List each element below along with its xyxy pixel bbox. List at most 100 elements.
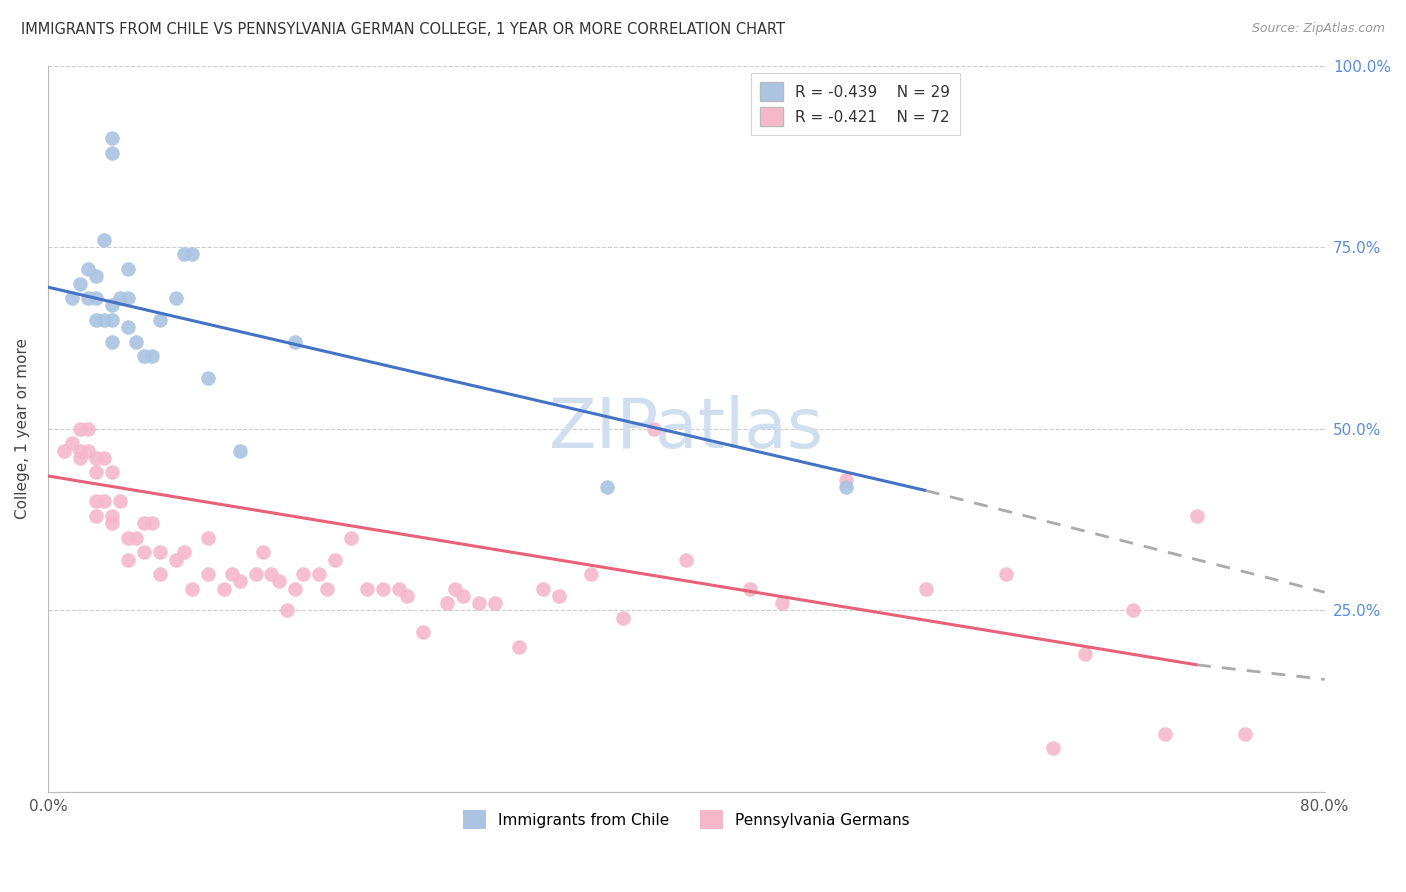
Point: [69, 422, 91, 436]
Point: [84, 269, 107, 284]
Point: [149, 545, 172, 559]
Y-axis label: College, 1 year or more: College, 1 year or more: [15, 338, 30, 519]
Point: [117, 291, 139, 305]
Point: [197, 567, 219, 582]
Point: [101, 298, 124, 312]
Point: [60, 291, 83, 305]
Point: [323, 552, 346, 566]
Point: [914, 582, 936, 596]
Point: [356, 582, 378, 596]
Point: [292, 567, 315, 582]
Point: [221, 567, 243, 582]
Point: [77, 291, 100, 305]
Point: [125, 334, 148, 349]
Point: [1154, 727, 1177, 741]
Point: [228, 443, 250, 458]
Point: [60, 436, 83, 450]
Point: [835, 473, 858, 487]
Point: [508, 640, 530, 654]
Point: [84, 508, 107, 523]
Point: [108, 291, 131, 305]
Point: [132, 516, 155, 531]
Point: [444, 582, 467, 596]
Point: [93, 494, 115, 508]
Point: [612, 610, 634, 624]
Point: [284, 334, 307, 349]
Point: [1122, 603, 1144, 617]
Point: [388, 582, 411, 596]
Point: [835, 480, 858, 494]
Point: [117, 262, 139, 277]
Point: [180, 247, 202, 261]
Point: [269, 574, 291, 589]
Point: [141, 349, 163, 363]
Point: [69, 443, 91, 458]
Point: [165, 291, 187, 305]
Point: [69, 277, 91, 291]
Point: [117, 531, 139, 545]
Point: [675, 552, 697, 566]
Point: [53, 443, 76, 458]
Point: [173, 247, 195, 261]
Point: [77, 422, 100, 436]
Point: [141, 516, 163, 531]
Point: [93, 450, 115, 465]
Text: IMMIGRANTS FROM CHILE VS PENNSYLVANIA GERMAN COLLEGE, 1 YEAR OR MORE CORRELATION: IMMIGRANTS FROM CHILE VS PENNSYLVANIA GE…: [21, 22, 785, 37]
Point: [84, 466, 107, 480]
Point: [1074, 647, 1097, 661]
Point: [245, 567, 267, 582]
Point: [396, 589, 419, 603]
Point: [643, 422, 665, 436]
Point: [77, 443, 100, 458]
Point: [197, 531, 219, 545]
Point: [149, 313, 172, 327]
Point: [228, 574, 250, 589]
Point: [595, 480, 617, 494]
Point: [117, 320, 139, 334]
Point: [412, 625, 434, 640]
Point: [165, 552, 187, 566]
Point: [284, 582, 307, 596]
Point: [180, 582, 202, 596]
Point: [531, 582, 554, 596]
Point: [212, 582, 235, 596]
Point: [484, 596, 506, 610]
Point: [77, 262, 100, 277]
Point: [1185, 508, 1208, 523]
Point: [69, 450, 91, 465]
Point: [101, 516, 124, 531]
Point: [84, 494, 107, 508]
Point: [101, 334, 124, 349]
Legend: Immigrants from Chile, Pennsylvania Germans: Immigrants from Chile, Pennsylvania Germ…: [457, 805, 915, 835]
Point: [1233, 727, 1256, 741]
Point: [84, 313, 107, 327]
Point: [316, 582, 339, 596]
Point: [276, 603, 298, 617]
Point: [451, 589, 474, 603]
Point: [117, 552, 139, 566]
Point: [547, 589, 569, 603]
Point: [101, 466, 124, 480]
Point: [197, 371, 219, 385]
Point: [373, 582, 395, 596]
Point: [84, 291, 107, 305]
Point: [468, 596, 491, 610]
Point: [108, 494, 131, 508]
Point: [101, 508, 124, 523]
Point: [252, 545, 274, 559]
Point: [340, 531, 363, 545]
Point: [101, 131, 124, 145]
Point: [84, 450, 107, 465]
Point: [93, 233, 115, 247]
Text: Source: ZipAtlas.com: Source: ZipAtlas.com: [1251, 22, 1385, 36]
Point: [101, 313, 124, 327]
Point: [125, 531, 148, 545]
Point: [770, 596, 793, 610]
Point: [132, 349, 155, 363]
Point: [994, 567, 1017, 582]
Point: [1042, 741, 1064, 756]
Point: [308, 567, 330, 582]
Point: [132, 545, 155, 559]
Point: [740, 582, 762, 596]
Point: [173, 545, 195, 559]
